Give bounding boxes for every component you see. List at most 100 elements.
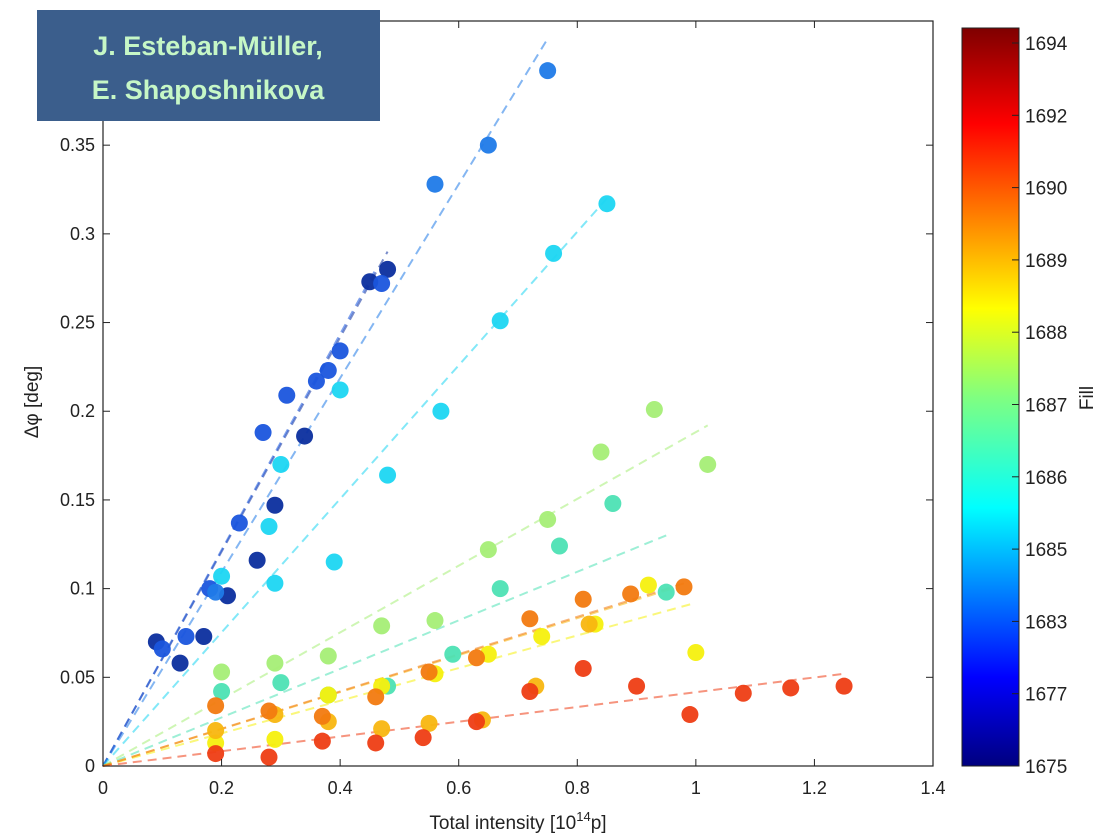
data-point — [313, 707, 331, 725]
fit-line-9 — [102, 672, 845, 767]
data-point — [373, 617, 391, 635]
data-point — [319, 361, 337, 379]
data-point — [479, 541, 497, 559]
data-point — [604, 494, 622, 512]
x-axis-ticks: 0 0.2 0.4 0.6 0.8 1 1.2 1.4 — [98, 21, 946, 798]
data-point — [835, 677, 853, 695]
y-tick-label: 0.3 — [70, 224, 95, 244]
data-point — [266, 730, 284, 748]
data-point — [379, 466, 397, 484]
y-tick-label: 0.05 — [60, 667, 95, 687]
y-axis-ticks: 0 0.05 0.1 0.15 0.2 0.25 0.3 0.35 — [60, 135, 933, 776]
plot-area — [102, 20, 934, 767]
data-point — [213, 663, 231, 681]
data-point — [687, 643, 705, 661]
y-tick-label: 0.2 — [70, 401, 95, 421]
data-point — [313, 732, 331, 750]
x-axis-label: Total intensity [1014p] — [429, 809, 606, 834]
data-point — [266, 654, 284, 672]
fit-line-4 — [102, 534, 667, 767]
colorbar-tick-label: 1685 — [1025, 540, 1067, 561]
data-point — [367, 734, 385, 752]
data-point — [207, 583, 225, 601]
data-point — [373, 275, 391, 293]
data-point — [278, 386, 296, 404]
data-point — [645, 400, 663, 418]
colorbar-tick-label: 1675 — [1025, 757, 1067, 778]
data-point — [420, 663, 438, 681]
data-point — [521, 610, 539, 628]
x-tick-label: 0.4 — [328, 778, 353, 798]
data-point — [379, 260, 397, 278]
data-point — [657, 583, 675, 601]
data-point — [622, 585, 640, 603]
data-point — [260, 748, 278, 766]
data-point — [319, 647, 337, 665]
data-point — [699, 455, 717, 473]
author-line-2: E. Shaposhnikova — [92, 75, 326, 105]
x-tick-label: 1.4 — [920, 778, 945, 798]
data-point — [171, 654, 189, 672]
colorbar-tick-label: 1686 — [1025, 468, 1067, 489]
colorbar-tick-label: 1688 — [1025, 323, 1067, 344]
x-tick-label: 1 — [691, 778, 701, 798]
data-point — [420, 714, 438, 732]
fit-line-7 — [102, 587, 673, 767]
y-tick-label: 0.35 — [60, 135, 95, 155]
colorbar-tick-label: 1689 — [1025, 251, 1067, 272]
x-tick-label: 0.8 — [565, 778, 590, 798]
colorbar-tick-label: 1692 — [1025, 106, 1067, 127]
data-point — [580, 615, 598, 633]
colorbar-label: Fill — [1077, 386, 1098, 410]
colorbar-tick-label: 1690 — [1025, 179, 1067, 200]
data-point — [177, 628, 195, 646]
colorbar — [961, 27, 1020, 767]
data-point — [491, 580, 509, 598]
data-point — [574, 659, 592, 677]
data-point — [254, 424, 272, 442]
data-point — [373, 720, 391, 738]
data-point — [539, 510, 557, 528]
x-tick-label: 0.2 — [209, 778, 234, 798]
data-point — [681, 706, 699, 724]
data-point — [639, 576, 657, 594]
data-point — [574, 590, 592, 608]
colorbar-tick-label: 1677 — [1025, 685, 1067, 706]
fit-lines — [102, 38, 845, 767]
data-point — [331, 381, 349, 399]
fit-line-3 — [102, 197, 608, 767]
data-point — [319, 686, 337, 704]
author-banner-box — [37, 10, 380, 121]
data-point — [675, 578, 693, 596]
data-points — [147, 62, 853, 766]
data-point — [260, 702, 278, 720]
data-point — [307, 372, 325, 390]
y-tick-label: 0 — [85, 756, 95, 776]
data-point — [207, 745, 225, 763]
data-point — [551, 537, 568, 555]
fit-line-1 — [102, 268, 377, 767]
data-point — [266, 496, 284, 514]
data-point — [521, 683, 539, 700]
data-point — [213, 567, 231, 585]
fit-line-8 — [102, 582, 685, 767]
y-tick-label: 0.1 — [70, 579, 95, 599]
data-point — [444, 645, 462, 663]
data-point — [426, 175, 444, 193]
data-point — [248, 551, 266, 569]
data-point — [734, 684, 752, 702]
colorbar-tick-label: 1694 — [1025, 34, 1068, 55]
data-point — [491, 312, 509, 330]
x-tick-label: 0 — [98, 778, 108, 798]
data-point — [592, 443, 610, 461]
y-axis-label: Δφ [deg] — [22, 366, 43, 439]
y-tick-label: 0.25 — [60, 313, 95, 333]
data-point — [207, 722, 225, 740]
colorbar-tick-label: 1683 — [1025, 612, 1067, 633]
x-tick-label: 0.6 — [446, 778, 471, 798]
x-tick-label: 1.2 — [802, 778, 827, 798]
data-point — [479, 136, 497, 154]
data-point — [533, 628, 551, 646]
y-tick-label: 0.15 — [60, 490, 95, 510]
